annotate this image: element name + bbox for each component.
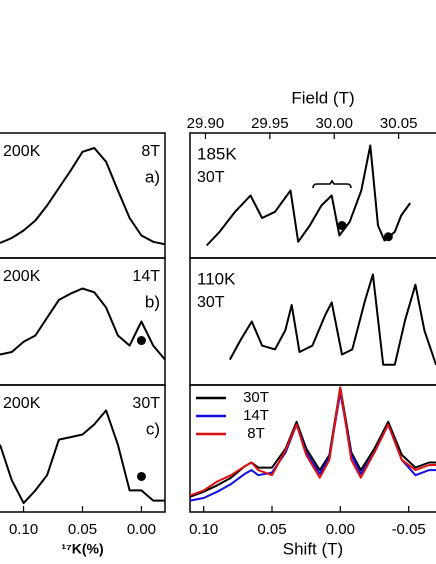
field-label: 8T — [141, 143, 160, 160]
panel-label: a) — [145, 167, 160, 186]
panel-label: c) — [146, 419, 160, 438]
spectrum-line — [0, 409, 165, 505]
x-tick-label: 30.05 — [380, 115, 418, 132]
legend-label: 8T — [247, 425, 265, 442]
x-tick-label: 0.05 — [257, 521, 286, 538]
x-tick-label: 0.05 — [68, 521, 97, 538]
marker-dot — [337, 221, 347, 230]
legend-label: 14T — [243, 407, 269, 424]
x-tick-label: 0.00 — [326, 521, 355, 538]
marker-dot — [136, 471, 146, 481]
field-label: 14T — [132, 268, 160, 285]
temperature-label: 200K — [3, 143, 41, 160]
field-label: 30T — [197, 169, 225, 186]
spectrum-line — [229, 273, 436, 366]
panel-frame — [0, 384, 166, 513]
spectrum-line — [0, 287, 166, 361]
x-axis-label: Field (T) — [291, 88, 354, 107]
x-tick-label: 30.00 — [315, 115, 353, 132]
x-tick-label: -0.05 — [392, 521, 426, 538]
x-tick-label: 0.10 — [189, 521, 218, 538]
temperature-label: 200K — [3, 395, 41, 412]
spectrum-line — [0, 147, 166, 246]
field-label: 30T — [132, 395, 160, 412]
marker-dot — [136, 336, 146, 346]
spectrum-line — [189, 386, 436, 497]
spectrum-line — [205, 144, 412, 247]
panel-frame — [189, 384, 436, 513]
legend-label: 30T — [243, 389, 269, 406]
x-tick-label: 29.95 — [251, 115, 289, 132]
x-axis-label: ¹⁷K(%) — [61, 541, 103, 557]
temperature-label: 200K — [3, 268, 41, 285]
field-label: 30T — [197, 294, 225, 311]
temperature-label: 110K — [197, 269, 236, 288]
spectrum-line — [189, 386, 436, 498]
x-axis-label: Shift (T) — [283, 539, 343, 558]
temperature-label: 185K — [197, 144, 237, 163]
x-tick-label: 29.90 — [187, 115, 225, 132]
marker-dot — [383, 232, 393, 242]
panel-label: b) — [145, 292, 160, 311]
x-tick-label: 0.10 — [9, 521, 38, 538]
bracket — [312, 179, 352, 189]
x-tick-label: 0.00 — [127, 521, 156, 538]
